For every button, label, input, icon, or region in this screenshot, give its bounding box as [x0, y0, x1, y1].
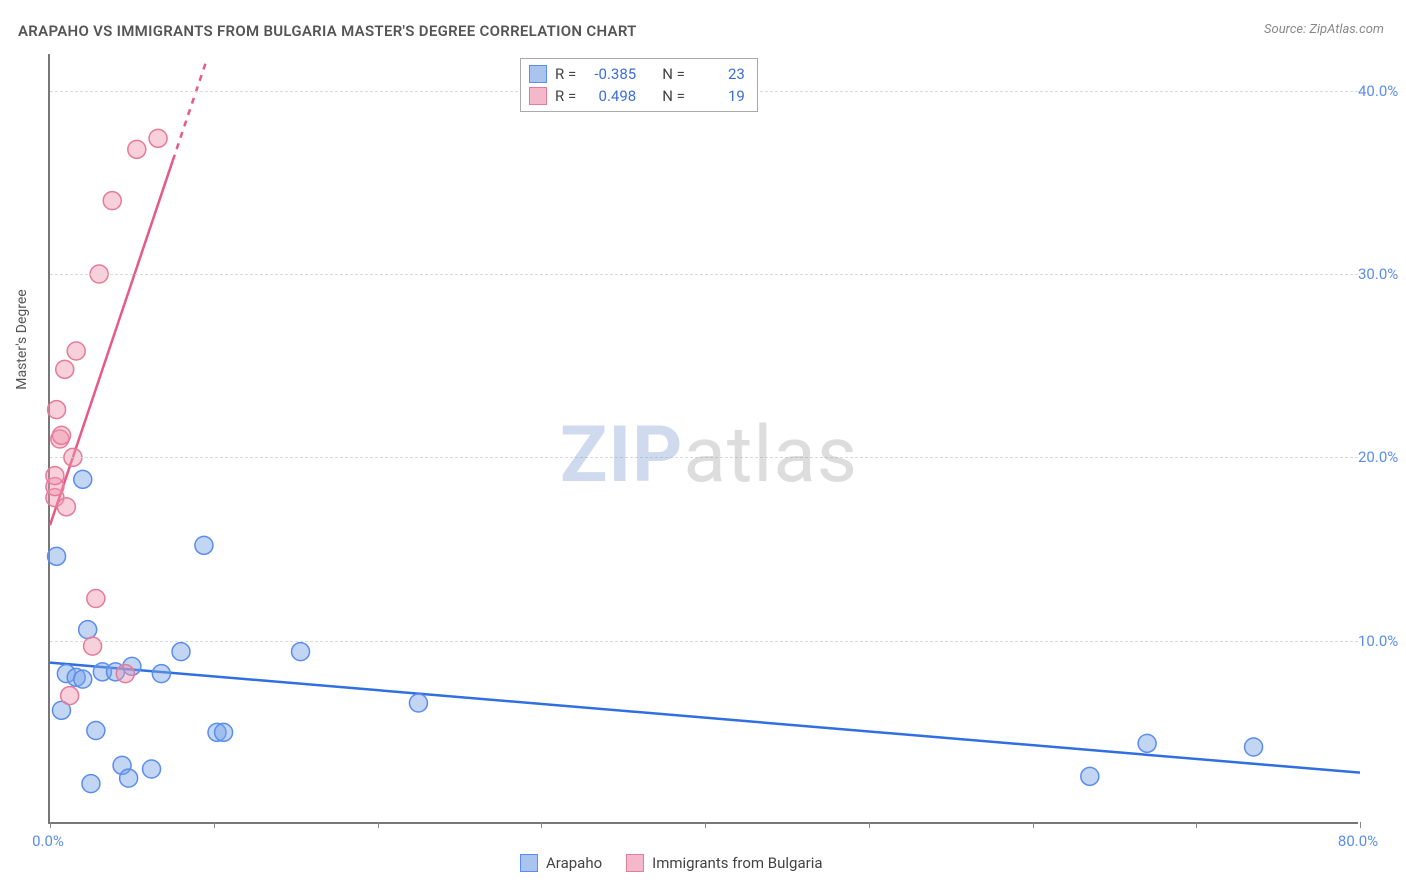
legend-label-1: Arapaho — [546, 854, 602, 872]
y-tick-label: 20.0% — [1358, 448, 1406, 466]
stats-r-label-2: R = — [555, 87, 576, 105]
legend-item-1: Arapaho — [520, 854, 602, 872]
x-tick — [214, 822, 215, 828]
stats-r-label: R = — [555, 65, 576, 83]
x-tick — [869, 822, 870, 828]
grid-line — [50, 274, 1358, 275]
y-tick-label: 40.0% — [1358, 82, 1406, 100]
x-tick — [378, 822, 379, 828]
x-tick-label: 80.0% — [1338, 832, 1378, 850]
stats-r-value-2: 0.498 — [584, 87, 636, 105]
plot-area: 10.0%20.0%30.0%40.0% — [48, 54, 1358, 824]
x-tick — [1360, 822, 1361, 828]
x-tick-label: 0.0% — [32, 832, 64, 850]
x-tick — [541, 822, 542, 828]
stats-n-label-2: N = — [662, 87, 685, 105]
chart-svg — [50, 54, 1358, 822]
bottom-legend: Arapaho Immigrants from Bulgaria — [520, 854, 823, 872]
stats-n-value-2: 19 — [693, 87, 745, 105]
stats-row-1: R = -0.385 N = 23 — [529, 63, 745, 85]
legend-swatch-1 — [520, 854, 538, 872]
x-tick — [1196, 822, 1197, 828]
grid-line — [50, 641, 1358, 642]
swatch-series-2 — [529, 87, 547, 105]
grid-line — [50, 457, 1358, 458]
stats-n-label: N = — [662, 65, 685, 83]
legend-label-2: Immigrants from Bulgaria — [652, 854, 822, 872]
legend-swatch-2 — [626, 854, 644, 872]
stats-row-2: R = 0.498 N = 19 — [529, 85, 745, 107]
y-axis-title: Master's Degree — [14, 289, 30, 389]
x-tick — [50, 822, 51, 828]
x-tick — [1033, 822, 1034, 828]
source-attribution: Source: ZipAtlas.com — [1264, 22, 1384, 37]
legend-item-2: Immigrants from Bulgaria — [626, 854, 822, 872]
x-tick — [705, 822, 706, 828]
x-axis-labels: 0.0%80.0% — [48, 832, 1358, 856]
stats-n-value-1: 23 — [693, 65, 745, 83]
stats-box: R = -0.385 N = 23 R = 0.498 N = 19 — [520, 58, 758, 112]
y-tick-label: 10.0% — [1358, 632, 1406, 650]
y-tick-label: 30.0% — [1358, 265, 1406, 283]
stats-r-value-1: -0.385 — [584, 65, 636, 83]
swatch-series-1 — [529, 65, 547, 83]
chart-title: ARAPAHO VS IMMIGRANTS FROM BULGARIA MAST… — [18, 22, 637, 40]
